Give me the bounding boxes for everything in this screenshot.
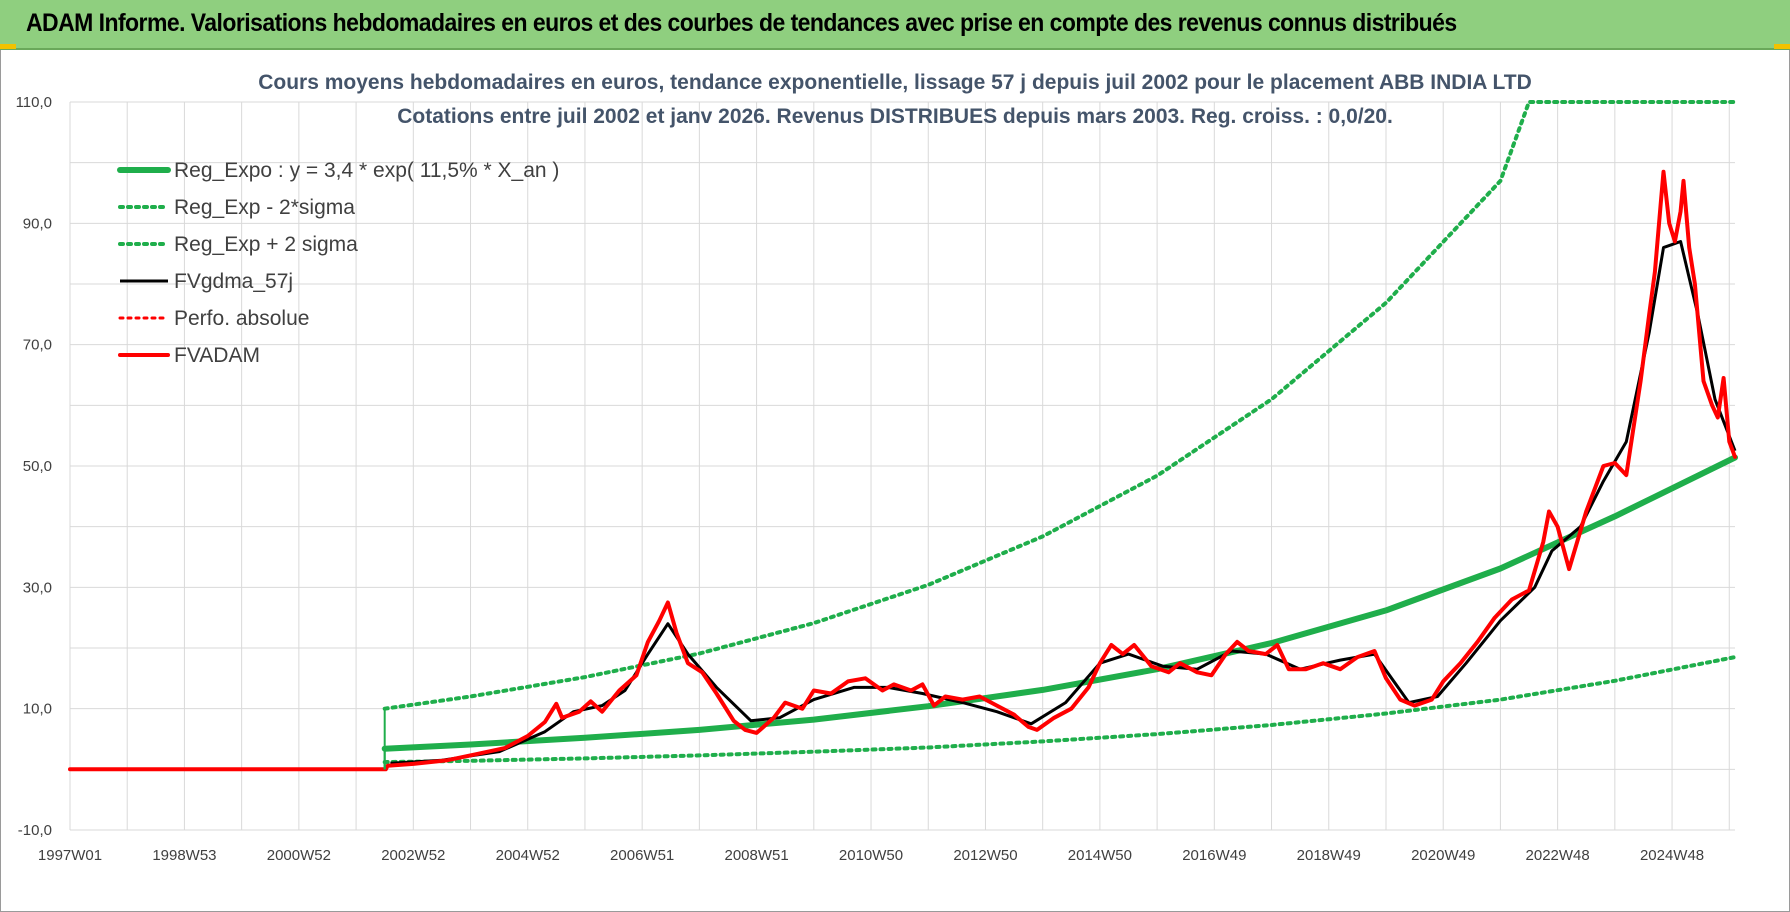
x-tick-label: 2024W48 [1640,847,1704,864]
y-tick-label: 10,0 [23,701,52,718]
x-tick-label: 2008W51 [724,847,788,864]
x-tick-label: 2020W49 [1411,847,1475,864]
x-tick-label: 2006W51 [610,847,674,864]
reg-exp-plus-2sigma-line [382,100,1737,711]
header-title: ADAM Informe. Valorisations hebdomadaire… [26,9,1457,37]
legend-label: Perfo. absolue [174,307,309,330]
legend-label: FVADAM [174,344,260,367]
x-tick-label: 2012W50 [953,847,1017,864]
legend-label: Reg_Exp + 2 sigma [174,233,358,256]
series-layer [68,100,1738,772]
x-tick-label: 2004W52 [496,847,560,864]
y-tick-label: -10,0 [18,822,52,839]
fvadam-line [68,169,1737,772]
chart-title-line-2: Cotations entre juil 2002 et janv 2026. … [397,105,1393,128]
legend-label: FVgdma_57j [174,270,293,293]
y-tick-label: 50,0 [23,458,52,475]
fvgdma-57j-line [390,240,1737,765]
x-tick-label: 2016W49 [1182,847,1246,864]
x-tick-label: 2002W52 [381,847,445,864]
legend: Reg_Expo : y = 3,4 * exp( 11,5% * X_an )… [117,159,559,367]
chart-title-line-1: Cours moyens hebdomadaires en euros, ten… [258,71,1532,94]
x-tick-label: 2010W50 [839,847,903,864]
legend-label: Reg_Expo : y = 3,4 * exp( 11,5% * X_an ) [174,159,559,182]
x-tick-label: 1998W53 [152,847,216,864]
chart-title: Cours moyens hebdomadaires en euros, ten… [258,71,1532,128]
y-tick-label: 110,0 [16,94,52,111]
reg-expo-line [381,454,1738,752]
header-bar: ADAM Informe. Valorisations hebdomadaire… [0,0,1790,50]
x-tick-label: 2014W50 [1068,847,1132,864]
x-tick-label: 1997W01 [38,847,102,864]
x-tick-label: 2018W49 [1297,847,1361,864]
chart: -10,0 10,0 30,0 50,0 70,0 90,0 110,0 1997W01 199… [16,71,1738,864]
y-tick-label: 70,0 [23,337,52,354]
y-tick-label: 30,0 [23,579,52,596]
x-tick-label: 2022W48 [1526,847,1590,864]
reg-exp-minus-2sigma-line [382,655,1737,765]
axes: -10,0 10,0 30,0 50,0 70,0 90,0 110,0 1997W01 199… [16,94,1705,864]
x-tick-label: 2000W52 [267,847,331,864]
legend-label: Reg_Exp - 2*sigma [174,196,355,219]
corner-marker [1774,44,1790,49]
corner-marker [0,44,16,49]
y-tick-label: 90,0 [23,215,52,232]
